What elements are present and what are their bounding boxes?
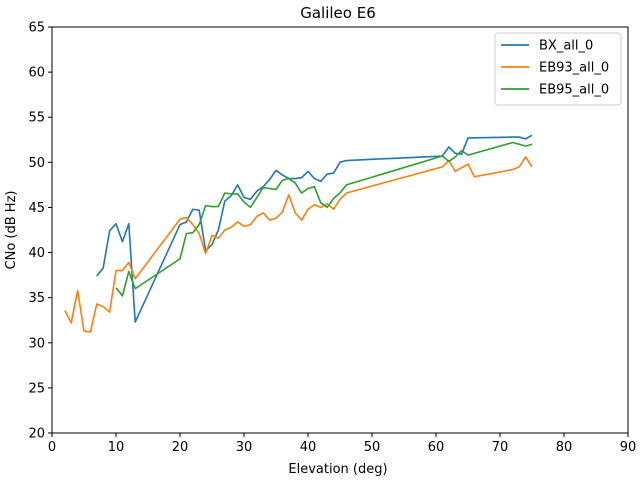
x-tick-label: 70 [492, 440, 509, 455]
y-axis: 20 25 30 35 40 45 50 55 60 65 [28, 21, 52, 442]
x-axis: 0 10 20 30 40 50 60 70 80 90 [48, 433, 636, 455]
y-tick-label: 20 [28, 427, 45, 442]
series-line-0 [96, 134, 533, 323]
x-tick-label: 90 [620, 440, 637, 455]
y-tick-label: 35 [28, 291, 45, 306]
legend: BX_all_0 EB93_all_0 EB95_all_0 [494, 32, 622, 106]
plot-frame [51, 26, 629, 434]
x-tick-label: 80 [556, 440, 573, 455]
y-tick-label: 55 [28, 111, 45, 126]
legend-entry-0: BX_all_0 [539, 39, 593, 54]
x-tick-label: 0 [48, 440, 56, 455]
x-tick-label: 10 [108, 440, 125, 455]
y-tick-label: 30 [28, 336, 45, 351]
y-tick-label: 50 [28, 156, 45, 171]
legend-box [494, 32, 622, 106]
x-tick-label: 50 [364, 440, 381, 455]
y-tick-label: 25 [28, 381, 45, 396]
x-tick-label: 40 [300, 440, 317, 455]
y-axis-label: CNo (dB Hz) [4, 191, 19, 270]
y-tick-label: 65 [28, 21, 45, 36]
series-line-2 [115, 141, 533, 297]
legend-entry-1: EB93_all_0 [539, 61, 609, 76]
plot-area [51, 26, 629, 434]
y-tick-label: 60 [28, 66, 45, 81]
chart-title: Galileo E6 [300, 4, 376, 22]
x-axis-label: Elevation (deg) [288, 462, 387, 477]
x-tick-label: 60 [428, 440, 445, 455]
y-tick-label: 40 [28, 246, 45, 261]
x-tick-label: 30 [236, 440, 253, 455]
x-tick-label: 20 [172, 440, 189, 455]
legend-entry-2: EB95_all_0 [539, 83, 609, 98]
y-tick-label: 45 [28, 201, 45, 216]
